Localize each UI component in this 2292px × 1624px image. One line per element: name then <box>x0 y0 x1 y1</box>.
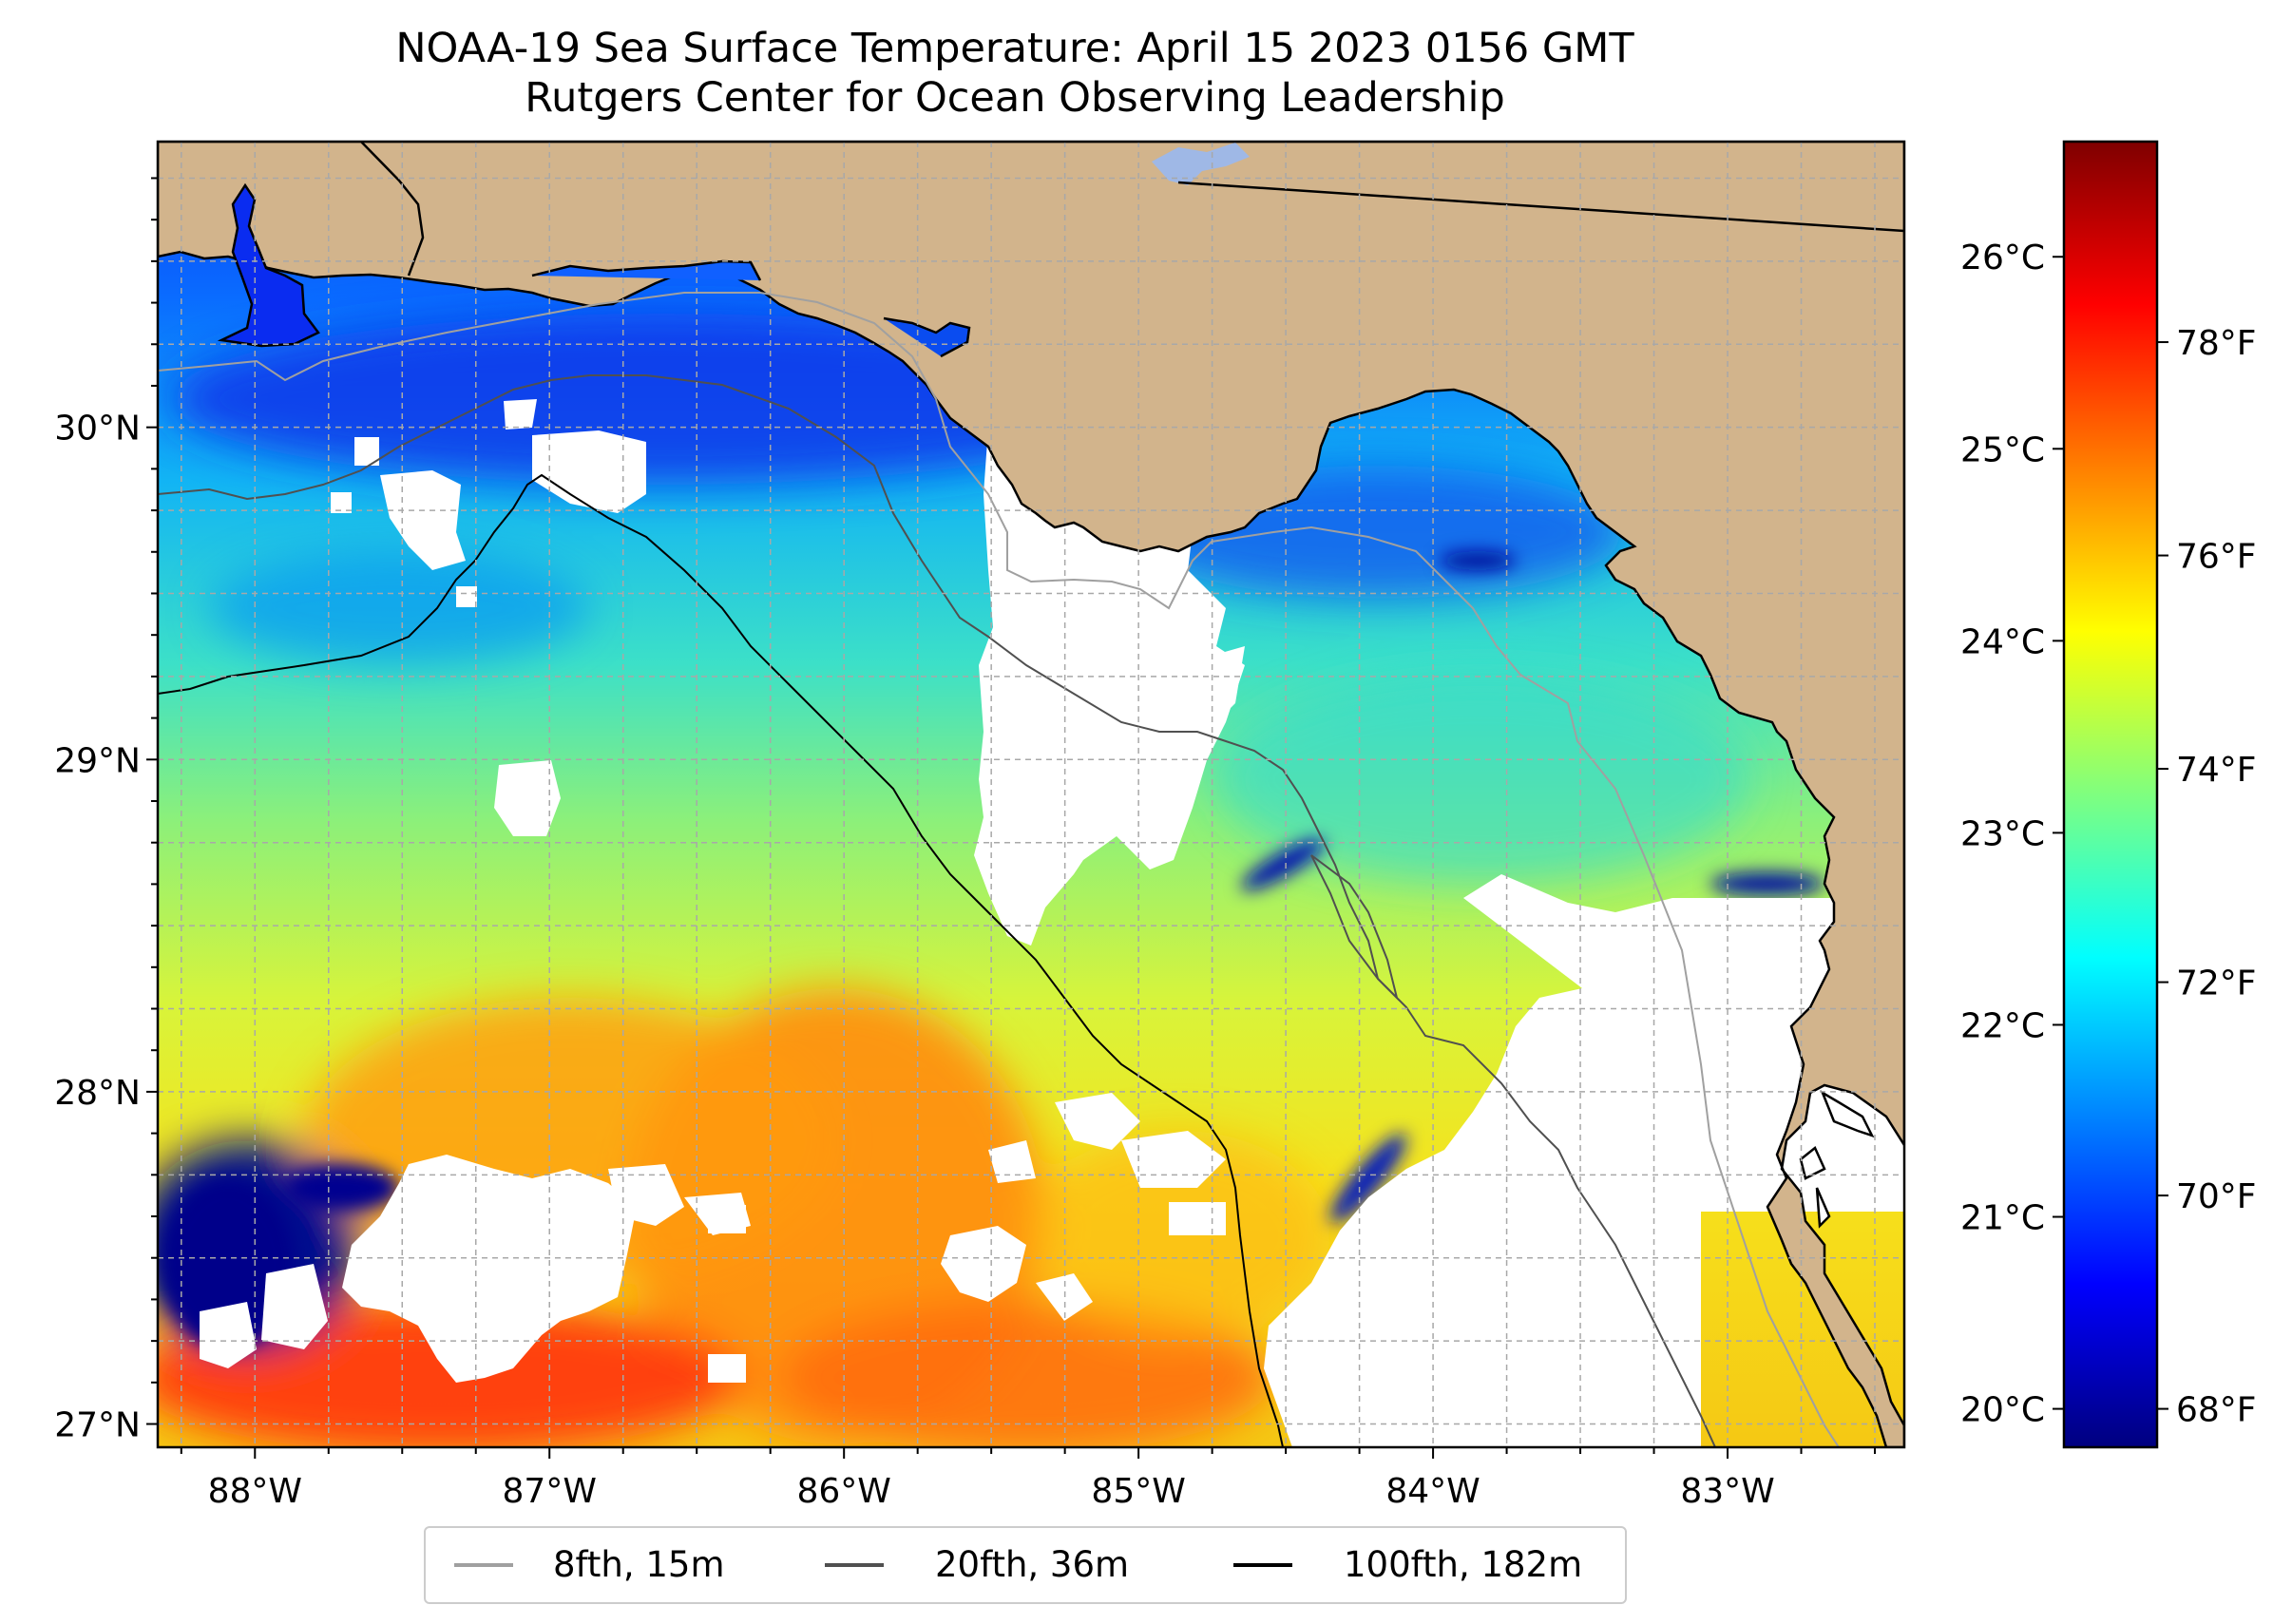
fahrenheit-tick-label: 74°F <box>2176 751 2257 790</box>
bay-2 <box>883 316 971 358</box>
gridlines <box>158 142 1904 1447</box>
legend-line-100fth <box>1233 1563 1292 1567</box>
map-panel[interactable] <box>133 142 1904 1454</box>
legend-line-8fth <box>454 1563 513 1567</box>
fahrenheit-tick-label: 70°F <box>2176 1177 2257 1216</box>
title-line-1: NOAA-19 Sea Surface Temperature: April 1… <box>395 25 1634 72</box>
isobath-8fth <box>158 292 1840 1447</box>
isobath-100fth <box>158 473 1284 1447</box>
legend-label-8fth: 8fth, 15m <box>553 1544 725 1585</box>
cold-streaks <box>162 551 1824 1349</box>
map-axis-ticks: 88°W 87°W 86°W 85°W 84°W 83°W 27°N 28°N 29°N 30°N <box>54 177 1877 1511</box>
celsius-tick-label: 23°C <box>1960 814 2045 853</box>
legend: 8fth, 15m 20fth, 36m 100fth, 182m <box>424 1526 1627 1604</box>
colorbar-ticks: 20°C 21°C 22°C 23°C 24°C 25°C 26°C 68°F 70°F 72°F… <box>1960 239 2256 1429</box>
colorbar <box>2062 140 2159 1449</box>
celsius-tick-label: 22°C <box>1960 1006 2045 1045</box>
lat-tick-label: 28°N <box>54 1074 141 1113</box>
celsius-tick-label: 20°C <box>1960 1391 2045 1430</box>
celsius-tick-label: 25°C <box>1960 430 2045 469</box>
state-boundary-2 <box>1177 181 1904 233</box>
lon-tick-label: 86°W <box>796 1472 890 1511</box>
celsius-tick-label: 26°C <box>1960 239 2045 277</box>
lat-tick-label: 27°N <box>54 1406 141 1445</box>
lon-tick-label: 84°W <box>1385 1472 1480 1511</box>
lat-tick-label: 29°N <box>54 741 141 780</box>
legend-label-100fth: 100fth, 182m <box>1344 1544 1583 1585</box>
legend-line-20fth <box>825 1563 884 1567</box>
celsius-tick-label: 24°C <box>1960 622 2045 661</box>
title-line-2: Rutgers Center for Ocean Observing Leade… <box>525 74 1505 122</box>
lake <box>1152 143 1250 185</box>
fahrenheit-tick-label: 76°F <box>2176 538 2257 577</box>
lon-tick-label: 83°W <box>1680 1472 1774 1511</box>
legend-label-20fth: 20fth, 36m <box>935 1544 1130 1585</box>
fahrenheit-tick-label: 78°F <box>2176 324 2257 363</box>
lon-tick-label: 87°W <box>503 1472 597 1511</box>
lon-tick-label: 88°W <box>208 1472 302 1511</box>
fahrenheit-tick-label: 72°F <box>2176 965 2257 1003</box>
celsius-tick-label: 21°C <box>1960 1199 2045 1238</box>
isobath-20fth-loop <box>1310 854 1399 1002</box>
cloud-mask <box>200 399 1904 1447</box>
bay <box>531 259 762 281</box>
lon-tick-label: 85°W <box>1091 1472 1185 1511</box>
map-frame <box>156 140 1906 1449</box>
state-boundary <box>360 142 425 277</box>
lat-tick-label: 30°N <box>54 410 141 449</box>
fahrenheit-tick-label: 68°F <box>2176 1391 2257 1430</box>
